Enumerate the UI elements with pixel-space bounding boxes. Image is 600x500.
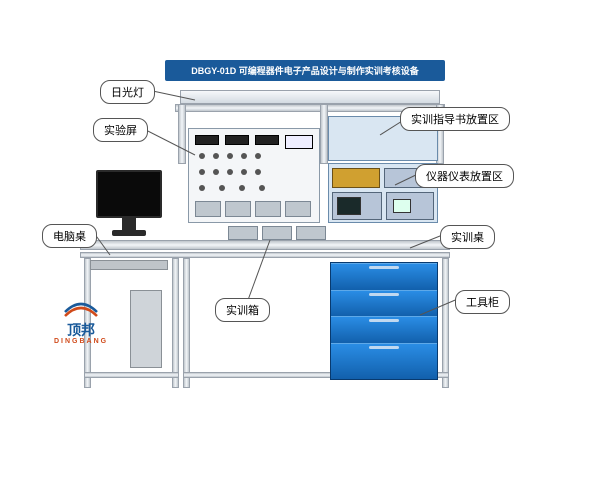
label-tool-cabinet-text: 工具柜 [466,294,499,310]
keyboard-tray [90,260,168,270]
label-tool-cabinet: 工具柜 [455,290,510,314]
label-instrument-area: 仪器仪表放置区 [415,164,514,188]
training-box-1 [228,226,258,240]
title-bar: DBGY-01D 可编程器件电子产品设计与制作实训考核设备 [165,60,445,81]
label-training-box: 实训箱 [215,298,270,322]
label-panel: 实验屏 [93,118,148,142]
monitor-base [112,230,146,236]
instrument-bottom-right [386,192,434,220]
label-training-box-text: 实训箱 [226,302,259,318]
label-training-desk: 实训桌 [440,225,495,249]
training-box-3 [296,226,326,240]
label-lamp: 日光灯 [100,80,155,104]
label-instrument-area-text: 仪器仪表放置区 [426,168,503,184]
monitor [96,170,162,218]
logo-sub: DINGBANG [54,338,108,346]
leg-2 [172,258,179,388]
label-panel-text: 实验屏 [104,122,137,138]
brand-logo: 顶邦 DINGBANG [54,298,108,346]
fluorescent-lamp [180,90,440,104]
label-guide-area-text: 实训指导书放置区 [411,111,499,127]
logo-main: 顶邦 [54,323,108,338]
desk-front-rail [80,252,450,258]
oscilloscope [332,192,382,220]
label-computer-desk: 电脑桌 [42,224,97,248]
label-computer-desk-text: 电脑桌 [53,228,86,244]
post-mid [320,104,328,164]
training-box-2 [262,226,292,240]
diagram-stage: DBGY-01D 可编程器件电子产品设计与制作实训考核设备 [0,0,600,500]
tool-cabinet [330,262,438,380]
pc-tower [130,290,162,368]
label-lamp-text: 日光灯 [111,84,144,100]
title-text: DBGY-01D 可编程器件电子产品设计与制作实训考核设备 [191,64,419,77]
lower-rail-left [84,372,179,378]
label-guide-area: 实训指导书放置区 [400,107,510,131]
label-training-desk-text: 实训桌 [451,229,484,245]
leg-3 [183,258,190,388]
leg-4 [442,258,449,388]
yellow-meter [332,168,380,188]
post-left [178,104,186,164]
desk-top-rail [80,240,450,250]
logo-icon [61,298,101,320]
experiment-panel [188,128,320,223]
